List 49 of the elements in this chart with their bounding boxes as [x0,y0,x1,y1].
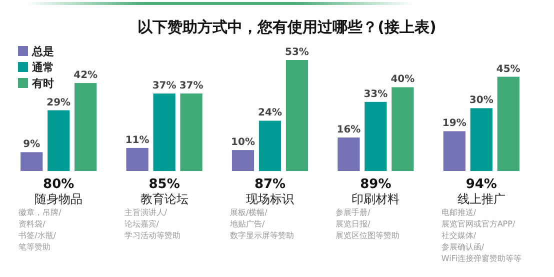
data-label: 33% [364,88,388,100]
text: 89% [360,177,392,192]
text: 徽章，吊牌/ 资料袋/ 书签/水瓶/ 笔等赞助 [18,208,62,252]
legend-label: 有时 [31,77,54,90]
data-label: 42% [74,70,98,82]
x-tick-label: 随身物品 [34,192,83,206]
x-tick-label: 印刷材料 [352,192,400,206]
bar [232,150,254,171]
text: 主旨演讲人/ 论坛嘉宾/ 学习活动等赞助 [124,208,180,240]
bar [286,60,308,171]
data-label: 30% [469,95,494,106]
text: 87% [254,177,286,192]
data-label: 40% [390,74,415,86]
chart-title: 以下赞助方式中，您有使用过哪些？(接上表) [138,18,436,36]
data-label: 29% [46,97,71,108]
bar [338,137,360,171]
legend-label: 总是 [31,45,54,58]
text: 参展手册/ 展览日报/ 展览区位图等赞助 [336,208,400,240]
bar [153,94,176,171]
bar [126,148,148,171]
x-tick-label: 线上推广 [457,192,506,206]
data-label: 16% [336,124,361,136]
x-tick-label: 教育论坛 [140,192,188,206]
bar [258,120,282,171]
data-label: 45% [496,64,520,75]
legend-label: 通常 [31,61,54,74]
data-label: 19% [442,118,466,130]
bar [497,76,520,171]
bar [443,131,466,171]
bar [20,152,43,171]
bar [48,110,70,171]
data-label: 53% [285,47,309,58]
text: 85% [148,177,180,192]
data-label: 37% [152,80,176,92]
bar [470,108,492,171]
text: 94% [466,177,497,192]
bar [74,83,97,171]
data-label: 10% [231,137,255,148]
bar [180,94,202,171]
bar [364,102,387,171]
data-label: 11% [125,134,150,146]
bar [392,87,414,171]
x-tick-label: 现场标识 [246,192,294,206]
text: 展板/横幅/ 地贴广告/ 数字显示屏等赞助 [228,208,294,240]
data-label: 24% [258,108,282,119]
data-label: 37% [179,80,204,92]
text: 电邮推送/ 展览官网或官方APP/ 社交媒体/ 参展确认函/ WiFi连接弹窗赞助等等 [441,208,522,263]
text: 80% [43,177,74,192]
data-label: 9% [23,139,40,150]
